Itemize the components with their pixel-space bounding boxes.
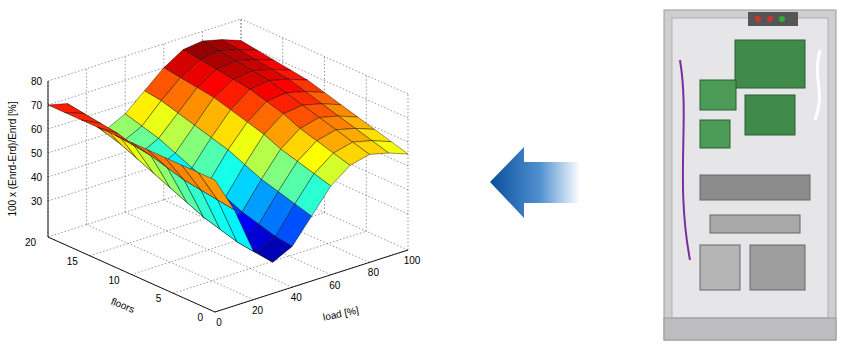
svg-text:15: 15 xyxy=(67,256,79,267)
svg-text:0: 0 xyxy=(197,312,203,323)
svg-text:load [%]: load [%] xyxy=(322,304,360,322)
svg-text:floors: floors xyxy=(109,296,136,315)
svg-text:50: 50 xyxy=(31,148,43,159)
svg-text:80: 80 xyxy=(31,76,43,87)
svg-text:20: 20 xyxy=(25,237,37,248)
svg-text:20: 20 xyxy=(252,305,264,316)
svg-text:40: 40 xyxy=(291,292,303,303)
svg-text:5: 5 xyxy=(156,293,162,304)
svg-text:70: 70 xyxy=(31,100,43,111)
svg-text:60: 60 xyxy=(31,124,43,135)
svg-text:80: 80 xyxy=(368,267,380,278)
svg-text:30: 30 xyxy=(31,196,43,207)
svg-text:10: 10 xyxy=(108,275,120,286)
svg-text:100: 100 xyxy=(404,255,421,266)
svg-text:0: 0 xyxy=(216,317,222,328)
svg-text:60: 60 xyxy=(329,280,341,291)
svg-text:40: 40 xyxy=(31,172,43,183)
svg-text:100 x (Enrd-Erd)/Enrd [%]: 100 x (Enrd-Erd)/Enrd [%] xyxy=(7,101,18,216)
